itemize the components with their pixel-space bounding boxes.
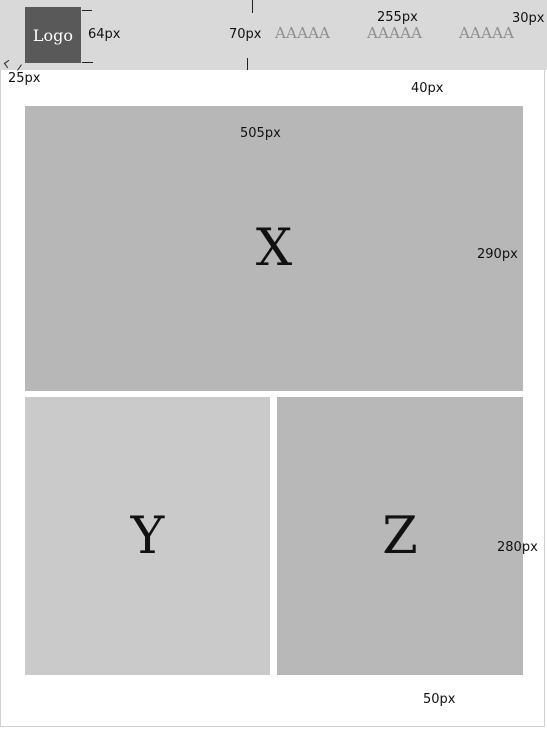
nav-item-3[interactable]: AAAAA	[459, 24, 515, 42]
logo-bottom-guide	[82, 62, 93, 63]
label-yz-height: 280px	[497, 540, 538, 555]
nav-item-1[interactable]: AAAAA	[275, 24, 331, 42]
section-z: Z	[277, 397, 523, 675]
label-content-width: 505px	[240, 126, 281, 141]
header-divider-top	[252, 0, 253, 13]
label-bottom-gap: 50px	[423, 692, 456, 707]
header-bar: Logo AAAAA AAAAA AAAAA	[0, 0, 547, 70]
label-right-offset: 30px	[512, 11, 545, 26]
section-x: X	[25, 106, 523, 391]
logo: Logo	[25, 7, 81, 63]
nav-item-2[interactable]: AAAAA	[367, 24, 423, 42]
label-nav-group-width: 255px	[377, 10, 418, 25]
label-logo-size: 64px	[88, 27, 121, 42]
section-y: Y	[25, 397, 270, 675]
label-left-offset: 25px	[8, 71, 41, 86]
label-header-height: 70px	[229, 27, 262, 42]
logo-top-guide	[82, 10, 92, 11]
header-divider-bottom	[247, 58, 248, 70]
label-x-height: 290px	[477, 247, 518, 262]
label-top-gap: 40px	[411, 81, 444, 96]
